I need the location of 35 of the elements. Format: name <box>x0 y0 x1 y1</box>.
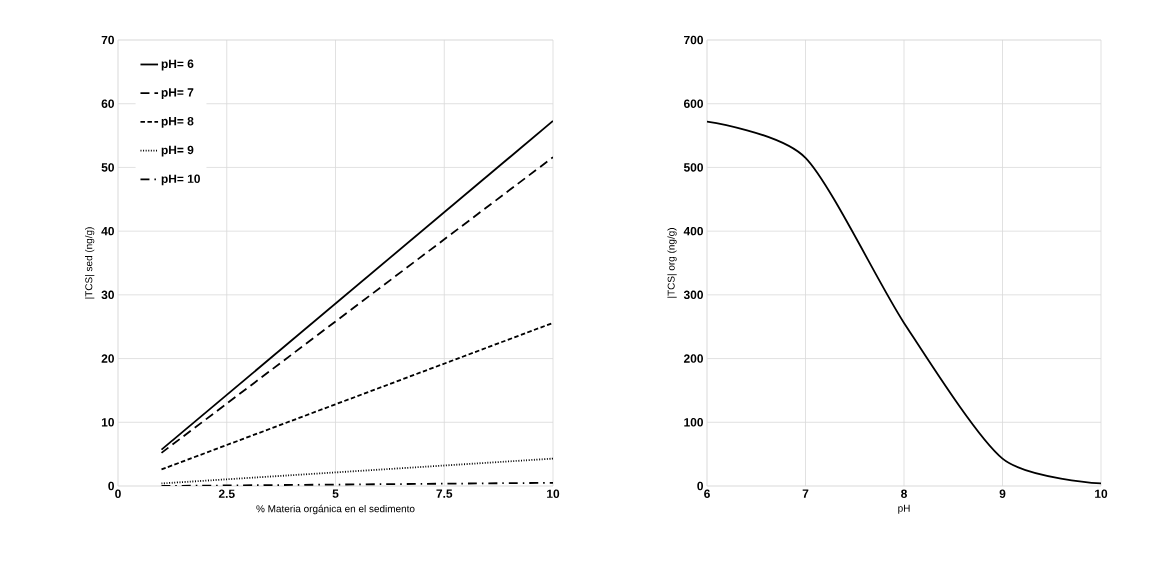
x-tick-label: 0 <box>115 489 121 498</box>
x-tick-label: 2.5 <box>218 489 235 498</box>
y-axis-title: |TCS| org (ng/g) <box>667 228 677 298</box>
x-tick-label: 7.5 <box>436 489 453 498</box>
legend-label: pH= 7 <box>161 88 194 100</box>
legend-label: pH= 6 <box>161 59 194 71</box>
x-tick-label: 10 <box>547 489 560 498</box>
x-tick-label: 8 <box>901 489 907 498</box>
x-tick-label: 5 <box>332 489 339 498</box>
x-tick-label: 10 <box>1095 489 1108 498</box>
x-axis-title: pH <box>898 504 910 514</box>
legend-label: pH= 9 <box>161 145 194 157</box>
y-tick-label: 10 <box>101 418 114 427</box>
x-axis-title: % Materia orgánica en el sedimento <box>256 504 415 515</box>
y-tick-label: 700 <box>684 35 703 45</box>
legend-label: pH= 10 <box>161 174 200 186</box>
y-tick-label: 50 <box>101 163 114 172</box>
y-axis-title: |TCS| sed (ng/g) <box>85 227 95 299</box>
y-tick-label: 30 <box>101 290 114 300</box>
y-tick-label: 100 <box>684 418 703 427</box>
legend-label: pH= 8 <box>161 116 194 128</box>
y-tick-label: 500 <box>683 163 703 172</box>
y-tick-label: 70 <box>101 35 114 45</box>
x-tick-label: 7 <box>802 489 809 498</box>
y-tick-label: 40 <box>101 226 114 236</box>
y-tick-label: 200 <box>683 354 703 363</box>
x-tick-label: 6 <box>704 489 710 498</box>
y-tick-label: 0 <box>108 481 114 491</box>
y-tick-label: 600 <box>683 99 703 108</box>
y-tick-label: 400 <box>683 226 703 236</box>
y-tick-label: 60 <box>101 99 114 108</box>
y-tick-label: 300 <box>683 290 703 300</box>
y-tick-label: 0 <box>697 481 703 491</box>
y-tick-label: 20 <box>101 354 114 363</box>
x-tick-label: 9 <box>999 489 1006 498</box>
